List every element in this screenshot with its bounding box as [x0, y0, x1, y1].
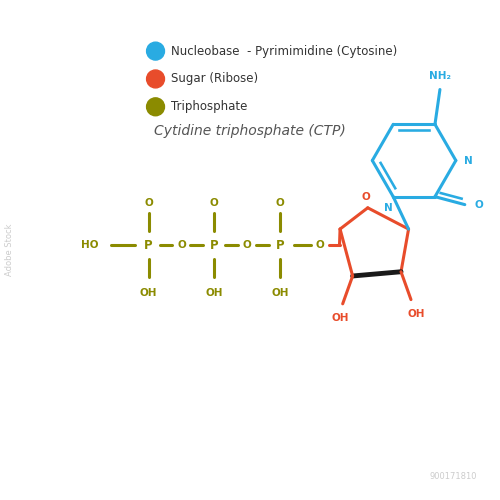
Text: O: O: [315, 240, 324, 250]
Text: O: O: [144, 198, 153, 208]
Text: 900171810: 900171810: [429, 472, 476, 481]
Text: HO: HO: [82, 240, 99, 250]
Text: O: O: [210, 198, 218, 208]
Circle shape: [146, 42, 164, 60]
Text: NH₂: NH₂: [429, 70, 451, 81]
Text: O: O: [177, 240, 186, 250]
Text: P: P: [144, 238, 153, 252]
Text: Nucleobase  - Pyrimimidine (Cytosine): Nucleobase - Pyrimimidine (Cytosine): [172, 44, 398, 58]
Text: OH: OH: [271, 288, 288, 298]
Text: N: N: [464, 156, 472, 166]
Circle shape: [146, 98, 164, 116]
Text: Cytidine triphosphate (CTP): Cytidine triphosphate (CTP): [154, 124, 346, 138]
Text: P: P: [276, 238, 284, 252]
Text: O: O: [276, 198, 284, 208]
Text: OH: OH: [332, 312, 349, 322]
Text: O: O: [242, 240, 252, 250]
Text: Triphosphate: Triphosphate: [172, 100, 248, 114]
Text: Adobe Stock: Adobe Stock: [5, 224, 14, 276]
Text: Sugar (Ribose): Sugar (Ribose): [172, 72, 258, 86]
Text: O: O: [362, 192, 370, 202]
Text: O: O: [474, 200, 484, 209]
Text: P: P: [210, 238, 218, 252]
Text: OH: OH: [407, 308, 424, 318]
Text: OH: OH: [140, 288, 158, 298]
Text: OH: OH: [206, 288, 223, 298]
Text: N: N: [384, 202, 392, 212]
Circle shape: [146, 70, 164, 88]
